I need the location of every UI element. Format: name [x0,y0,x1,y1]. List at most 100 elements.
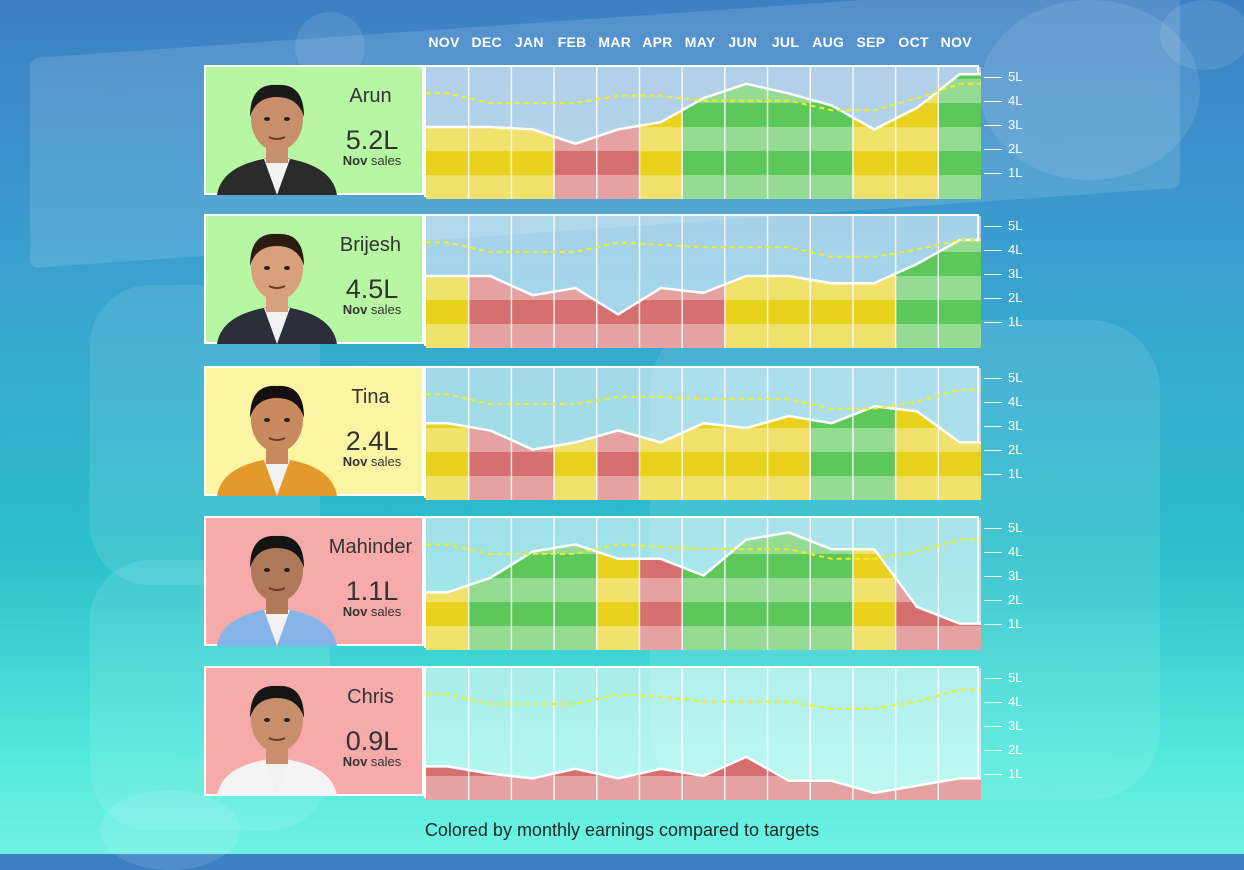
target-line [426,239,981,258]
month-label: OCT [898,34,929,50]
month-bar [767,276,811,348]
y-tick-label: 3L [984,418,1022,433]
month-label: NOV [940,34,972,50]
salesperson-name: Brijesh [339,234,402,256]
month-label: MAR [598,34,632,50]
month-bar [511,548,555,650]
month-bar [810,780,853,800]
sales-chart [424,214,981,348]
y-axis: 5L 4L 3L 2L 1L [984,666,1044,798]
sales-chart-svg [426,668,981,800]
y-tick-label: 5L [984,670,1022,685]
avatar [217,233,337,344]
y-tick-label: 4L [984,544,1022,559]
y-tick-label: 4L [984,242,1022,257]
salesperson-row: Chris 0.9L Nov sales 5L 4L 3L 2L 1L [204,666,1022,800]
sales-chart [424,366,981,500]
y-axis: 5L 4L 3L 2L 1L [984,65,1044,197]
sales-chart [424,666,981,800]
y-tick-label: 1L [984,616,1022,631]
sales-chart-svg [426,216,981,348]
salesperson-name: Chris [347,686,394,708]
y-tick-label: 5L [984,218,1022,233]
month-label: MAY [684,34,716,50]
salesperson-name: Arun [349,85,392,107]
y-tick-label: 5L [984,520,1022,535]
month-bar [554,768,597,800]
sales-line [426,405,981,451]
month-bar [852,549,896,650]
y-tick-label: 4L [984,694,1022,709]
salesperson-card[interactable]: Brijesh 4.5L Nov sales [204,214,424,344]
chart-footnote: Colored by monthly earnings compared to … [424,820,820,840]
sales-chart-svg [426,368,981,500]
month-bar [767,88,811,199]
month-bar [724,83,768,199]
avatar [217,84,337,195]
month-label: APR [642,34,673,50]
y-axis: 5L 4L 3L 2L 1L [984,516,1044,648]
sales-chart [424,516,981,650]
month-bar [554,544,597,650]
y-tick-label: 2L [984,742,1022,757]
month-bar [596,551,640,650]
month-bar [596,430,640,500]
salesperson-card[interactable]: Tina 2.4L Nov sales [204,366,424,496]
sales-caption: Nov sales [342,454,402,469]
y-tick-label: 2L [984,141,1022,156]
y-tick-label: 4L [984,394,1022,409]
y-tick-label: 4L [984,93,1022,108]
background-bubble [980,0,1200,180]
month-bar [810,99,853,199]
salesperson-card[interactable]: Chris 0.9L Nov sales [204,666,424,796]
current-sales-value: 5.2L [345,125,399,155]
month-bar [468,127,512,199]
current-sales-value: 1.1L [345,576,399,606]
salesperson-row: Tina 2.4L Nov sales 5L 4L 3L 2L 1L [204,366,1022,500]
salesperson-name: Mahinder [328,536,413,558]
month-bar [938,240,981,348]
sales-chart-svg [426,518,981,650]
salesperson-row: Mahinder 1.1L Nov sales 5L 4L 3L 2L 1L [204,516,1022,650]
month-bar [426,766,469,800]
sales-chart [424,65,981,199]
month-bar [810,279,853,348]
y-axis: 5L 4L 3L 2L 1L [984,214,1044,346]
month-label: AUG [812,34,845,50]
sales-line [426,72,981,146]
y-tick-label: 1L [984,466,1022,481]
target-line [426,82,981,112]
month-label: JUL [771,34,800,50]
current-sales-value: 2.4L [345,426,399,456]
sales-chart-svg [426,67,981,199]
month-bar [639,288,683,348]
month-bar [426,276,469,348]
y-tick-label: 2L [984,442,1022,457]
y-axis: 5L 4L 3L 2L 1L [984,366,1044,498]
month-label: FEB [557,34,587,50]
month-label: SEP [856,34,886,50]
avatar [217,535,337,646]
y-tick-label: 3L [984,568,1022,583]
month-bar [596,125,640,199]
month-bar [639,558,683,650]
month-label: DEC [471,34,502,50]
month-label: NOV [428,34,460,50]
sales-line [426,755,981,795]
y-tick-label: 3L [984,117,1022,132]
month-bar [426,423,469,500]
y-tick-label: 5L [984,69,1022,84]
sales-caption: Nov sales [342,604,402,619]
sales-caption: Nov sales [342,302,402,317]
salesperson-name: Tina [351,386,390,408]
y-tick-label: 2L [984,290,1022,305]
month-label: JAN [514,34,544,50]
month-header: NOV DEC JAN FEB MAR APR MAY JUN JUL AUG SEP OCT NOV [0,34,1244,54]
month-bar [938,778,981,800]
salesperson-card[interactable]: Arun 5.2L Nov sales [204,65,424,195]
salesperson-card[interactable]: Mahinder 1.1L Nov sales [204,516,424,646]
salesperson-row: Arun 5.2L Nov sales 5L 4L 3L 2L 1L [204,65,1022,199]
y-tick-label: 1L [984,766,1022,781]
background-bubble [1160,0,1244,70]
target-line [426,388,981,410]
